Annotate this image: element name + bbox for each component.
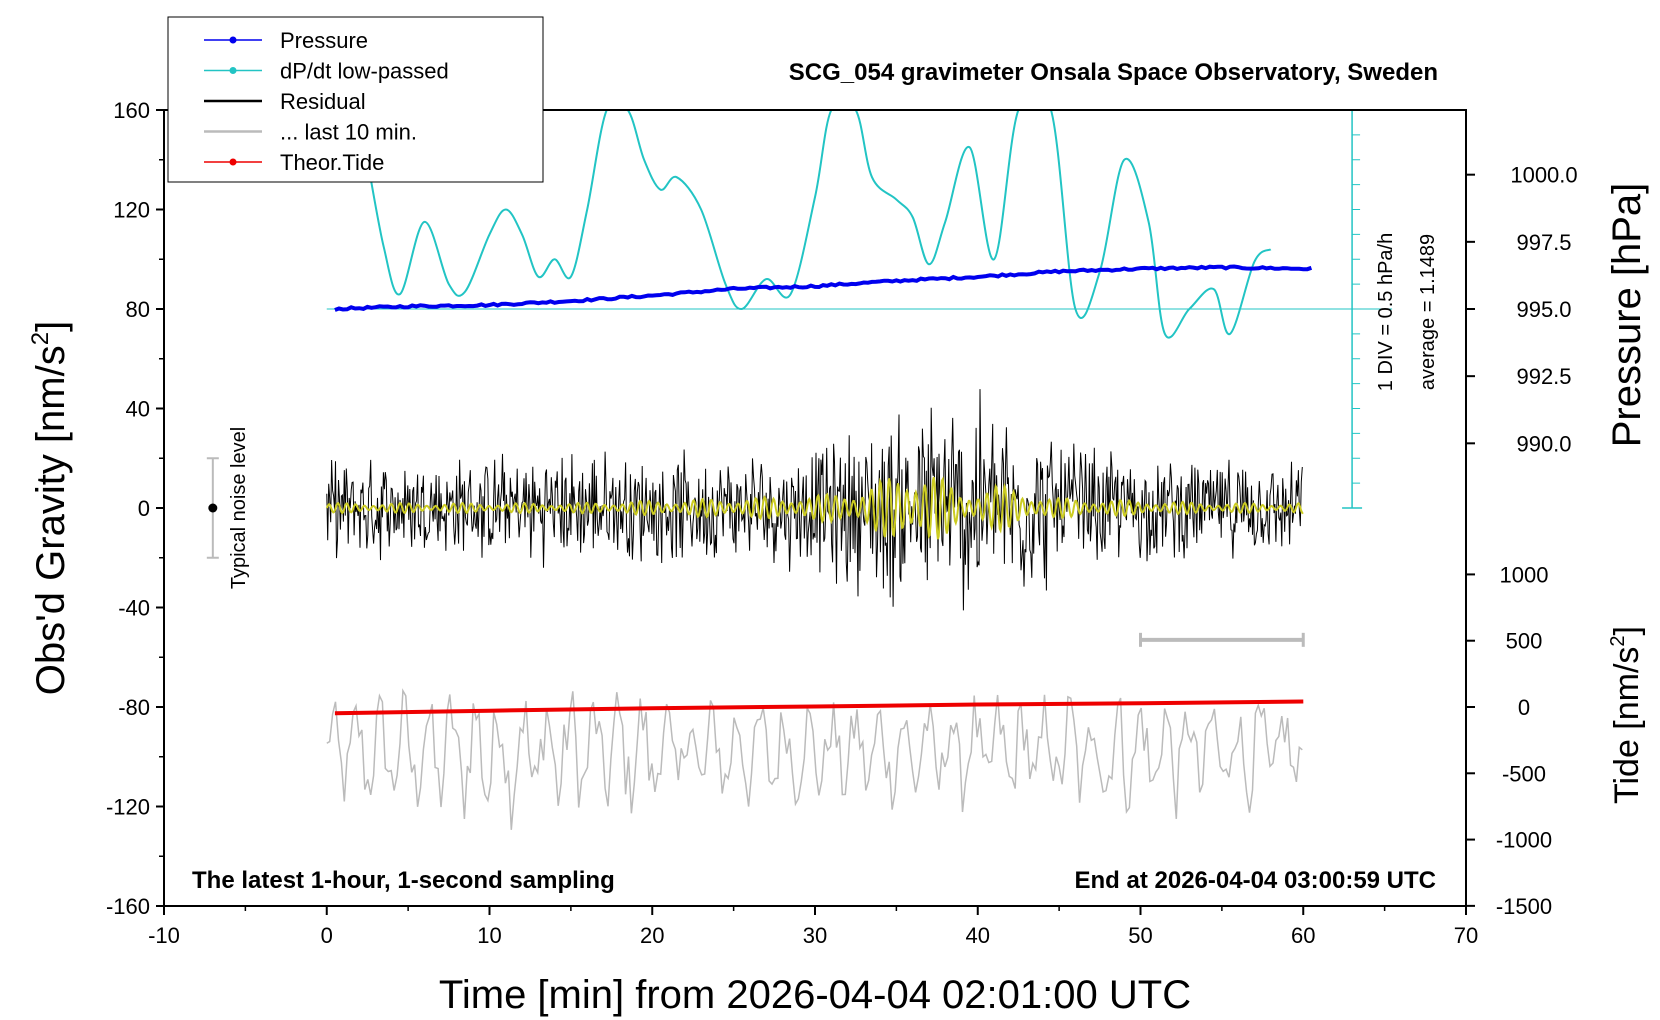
y-tick-label: 0 bbox=[138, 496, 150, 521]
y-tick-label: -40 bbox=[118, 596, 150, 621]
legend-box bbox=[167, 16, 544, 183]
tide-tick-label: -1500 bbox=[1496, 894, 1552, 919]
bottom-left-note: The latest 1-hour, 1-second sampling bbox=[192, 867, 615, 894]
average-label: average = 1.1489 bbox=[1417, 234, 1439, 390]
pressure-tick-label: 992.5 bbox=[1516, 364, 1571, 389]
x-tick-label: 0 bbox=[321, 923, 333, 948]
dpdt-series bbox=[366, 109, 1272, 339]
legend-marker bbox=[229, 67, 237, 74]
legend-marker bbox=[229, 36, 237, 44]
pressure-tick-label: 997.5 bbox=[1516, 230, 1571, 255]
y-axis-tide: 1000 500 0 -500 -1000 -1500 bbox=[1466, 562, 1552, 919]
tide-axis-title-end: ] bbox=[1608, 626, 1646, 635]
x-tick-label: 30 bbox=[803, 923, 827, 948]
legend-label: dP/dt low-passed bbox=[280, 59, 449, 84]
y-tick-label: -160 bbox=[106, 894, 150, 919]
x-tick-label: -10 bbox=[148, 923, 180, 948]
y-tick-label: 40 bbox=[126, 397, 150, 422]
tide-tick-label: 500 bbox=[1506, 629, 1543, 654]
y-axis-title-sup: 2 bbox=[27, 332, 54, 345]
x-tick-label: 70 bbox=[1454, 923, 1478, 948]
pressure-series bbox=[334, 264, 1313, 312]
noise-bar-dot bbox=[208, 503, 218, 513]
x-tick-label: 40 bbox=[966, 923, 990, 948]
y-tick-label: 120 bbox=[113, 198, 150, 223]
y-tick-label: -120 bbox=[106, 795, 150, 820]
y-axis-pressure: 1000.0 997.5 995.0 992.5 990.0 bbox=[1466, 163, 1578, 456]
x-tick-label: 10 bbox=[477, 923, 501, 948]
legend-label: Theor.Tide bbox=[280, 150, 384, 175]
last10-series bbox=[326, 688, 1303, 830]
x-axis-title: Time [min] from 2026-04-04 02:01:00 UTC bbox=[439, 973, 1191, 1017]
legend: Pressure dP/dt low-passed Residual ... last… bbox=[167, 16, 544, 183]
y-tick-label: -80 bbox=[118, 695, 150, 720]
tide-axis-title-main: Tide [nm/s bbox=[1608, 647, 1646, 804]
legend-label: ... last 10 min. bbox=[280, 120, 417, 145]
y-axis-title-end: ] bbox=[29, 321, 73, 332]
pressure-tick-label: 990.0 bbox=[1516, 431, 1571, 456]
y-axis-title: Obs'd Gravity [nm/s2] bbox=[27, 321, 73, 695]
x-tick-label: 50 bbox=[1128, 923, 1152, 948]
y-axis-gravity: 160 120 80 40 0 -40 -80 -120 -160 bbox=[106, 98, 164, 919]
tide-axis-title-sup: 2 bbox=[1607, 635, 1629, 646]
ddiv-label: 1 DIV = 0.5 hPa/h bbox=[1375, 233, 1397, 391]
legend-marker bbox=[229, 158, 237, 166]
y-axis-title-main: Obs'd Gravity [nm/s bbox=[29, 345, 73, 695]
pressure-axis-title: Pressure [hPa] bbox=[1605, 183, 1649, 448]
tide-tick-label: -500 bbox=[1502, 761, 1546, 786]
pressure-tick-label: 1000.0 bbox=[1510, 163, 1577, 188]
x-tick-label: 20 bbox=[640, 923, 664, 948]
data-layer bbox=[325, 109, 1393, 830]
pressure-tick-label: 995.0 bbox=[1516, 297, 1571, 322]
noise-level-label: Typical noise level bbox=[228, 427, 250, 589]
tide-tick-label: 1000 bbox=[1500, 562, 1549, 587]
x-axis: -10 0 10 20 30 40 50 60 70 bbox=[148, 906, 1478, 948]
tide-tick-label: -1000 bbox=[1496, 828, 1552, 853]
legend-label: Residual bbox=[280, 89, 366, 114]
legend-label: Pressure bbox=[280, 28, 368, 53]
y-tick-label: 80 bbox=[126, 297, 150, 322]
residual-series bbox=[326, 389, 1303, 611]
y-tick-label: 160 bbox=[113, 98, 150, 123]
bottom-right-note: End at 2026-04-04 03:00:59 UTC bbox=[1075, 867, 1437, 894]
residual-lowpass-series bbox=[325, 476, 1304, 540]
chart-title: SCG_054 gravimeter Onsala Space Observat… bbox=[789, 59, 1438, 86]
tide-tick-label: 0 bbox=[1518, 695, 1530, 720]
x-tick-label: 60 bbox=[1291, 923, 1315, 948]
tide-axis-title: Tide [nm/s2] bbox=[1607, 626, 1646, 804]
tide-series bbox=[334, 699, 1304, 716]
annotations bbox=[206, 457, 1305, 647]
